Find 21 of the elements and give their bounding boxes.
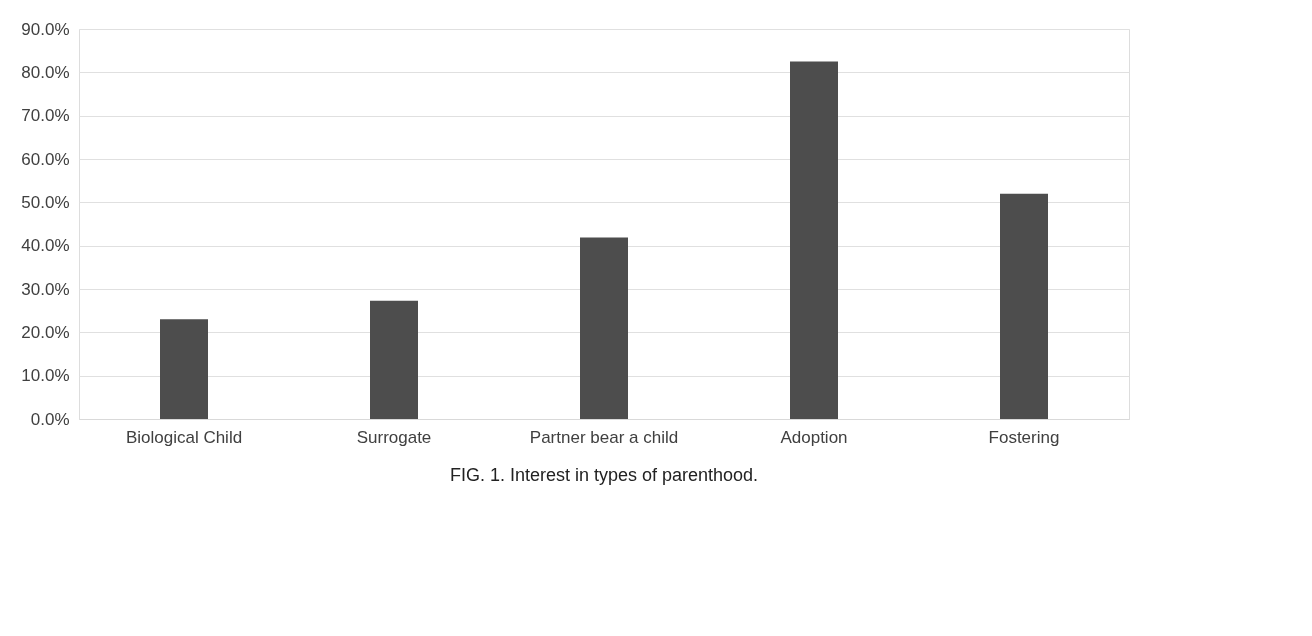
y-tick-label: 20.0%	[21, 322, 70, 342]
y-tick-label: 90.0%	[21, 19, 70, 39]
y-tick-label: 10.0%	[21, 366, 70, 386]
bar	[790, 61, 838, 419]
x-tick-label: Surrogate	[356, 427, 432, 447]
x-tick-label: Partner bear a child	[529, 427, 679, 447]
bar	[160, 319, 208, 419]
bar	[1000, 193, 1048, 419]
x-tick-label: Biological Child	[125, 427, 243, 447]
y-tick-label: 80.0%	[21, 62, 70, 82]
bar	[580, 237, 628, 419]
x-tick-label: Adoption	[780, 427, 848, 447]
caption: FIG. 1. Interest in types of parenthood.	[449, 465, 759, 485]
y-tick-label: 30.0%	[21, 279, 70, 299]
bar	[370, 300, 418, 419]
y-tick-label: 50.0%	[21, 192, 70, 212]
y-tick-label: 70.0%	[21, 106, 70, 126]
y-tick-label: 0.0%	[30, 409, 70, 429]
y-tick-label: 60.0%	[21, 149, 70, 169]
x-tick-label: Fostering	[988, 427, 1060, 447]
y-tick-label: 40.0%	[21, 236, 70, 256]
